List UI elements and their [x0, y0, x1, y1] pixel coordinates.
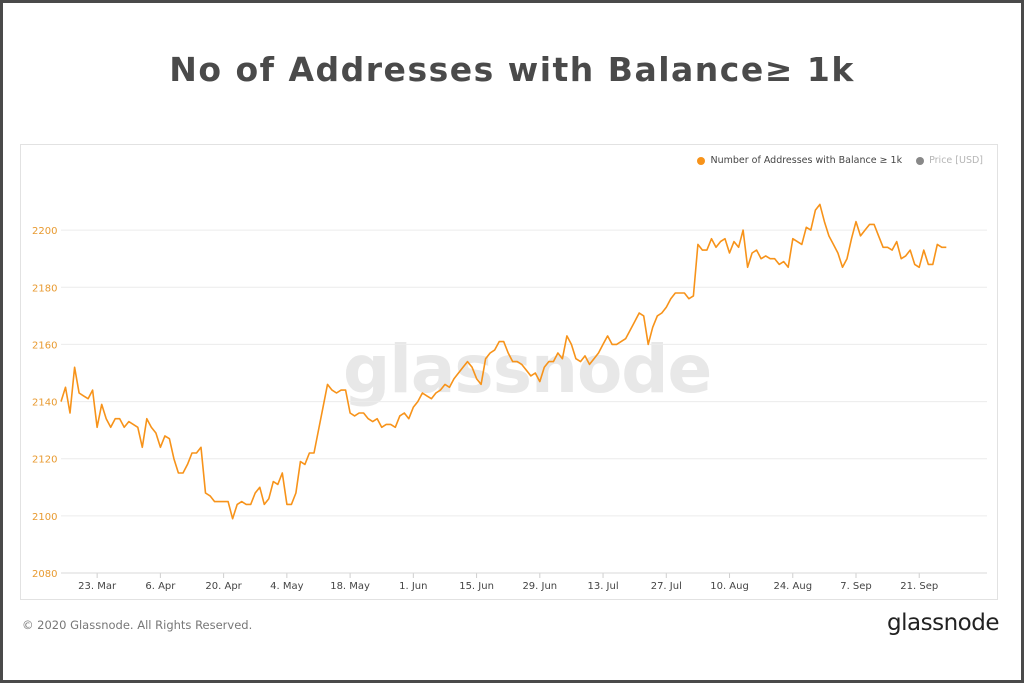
glassnode-logo: glassnode: [887, 610, 999, 636]
y-tick-label: 2180: [32, 283, 57, 294]
legend-dot-icon: [916, 156, 925, 165]
legend-dot-icon: [697, 156, 706, 165]
x-tick-label: 29. Jun: [522, 581, 557, 592]
x-tick-label: 10. Aug: [710, 581, 749, 592]
legend-item-addresses[interactable]: Number of Addresses with Balance ≥ 1k: [697, 155, 902, 166]
x-tick-label: 20. Apr: [205, 581, 242, 592]
x-tick-label: 24. Aug: [773, 581, 812, 592]
y-tick-label: 2120: [32, 455, 57, 466]
y-tick-label: 2080: [32, 569, 57, 580]
x-tick-label: 23. Mar: [78, 581, 117, 592]
chart-panel: glassnode 2080 2100 2120 2140 2160 2180 2200 23…: [20, 144, 998, 600]
page-title: No of Addresses with Balance≥ 1k: [169, 50, 855, 89]
line-chart: 2080 2100 2120 2140 2160 2180 2200 23. Mar 6. Ap…: [32, 203, 987, 592]
legend-item-price[interactable]: Price [USD]: [916, 155, 983, 166]
x-tick-label: 7. Sep: [840, 581, 872, 592]
x-tick-label: 6. Apr: [145, 581, 176, 592]
legend-label-addresses: Number of Addresses with Balance ≥ 1k: [710, 155, 903, 166]
y-tick-label: 2140: [32, 398, 57, 409]
x-tick-label: 13. Jul: [587, 581, 618, 592]
x-tick-label: 4. May: [270, 581, 303, 592]
y-tick-label: 2160: [32, 340, 57, 351]
x-tick-label: 27. Jul: [651, 581, 682, 592]
legend-label-price: Price [USD]: [929, 155, 983, 166]
y-tick-label: 2200: [32, 226, 57, 237]
series-line-addresses: [60, 203, 947, 520]
x-tick-label: 21. Sep: [900, 581, 938, 592]
legend: Number of Addresses with Balance ≥ 1k Pr…: [697, 155, 983, 166]
x-tick-label: 18. May: [330, 581, 370, 592]
y-tick-label: 2100: [32, 512, 57, 523]
copyright-text: © 2020 Glassnode. All Rights Reserved.: [22, 618, 253, 632]
x-tick-label: 15. Jun: [459, 581, 494, 592]
x-tick-label: 1. Jun: [399, 581, 427, 592]
